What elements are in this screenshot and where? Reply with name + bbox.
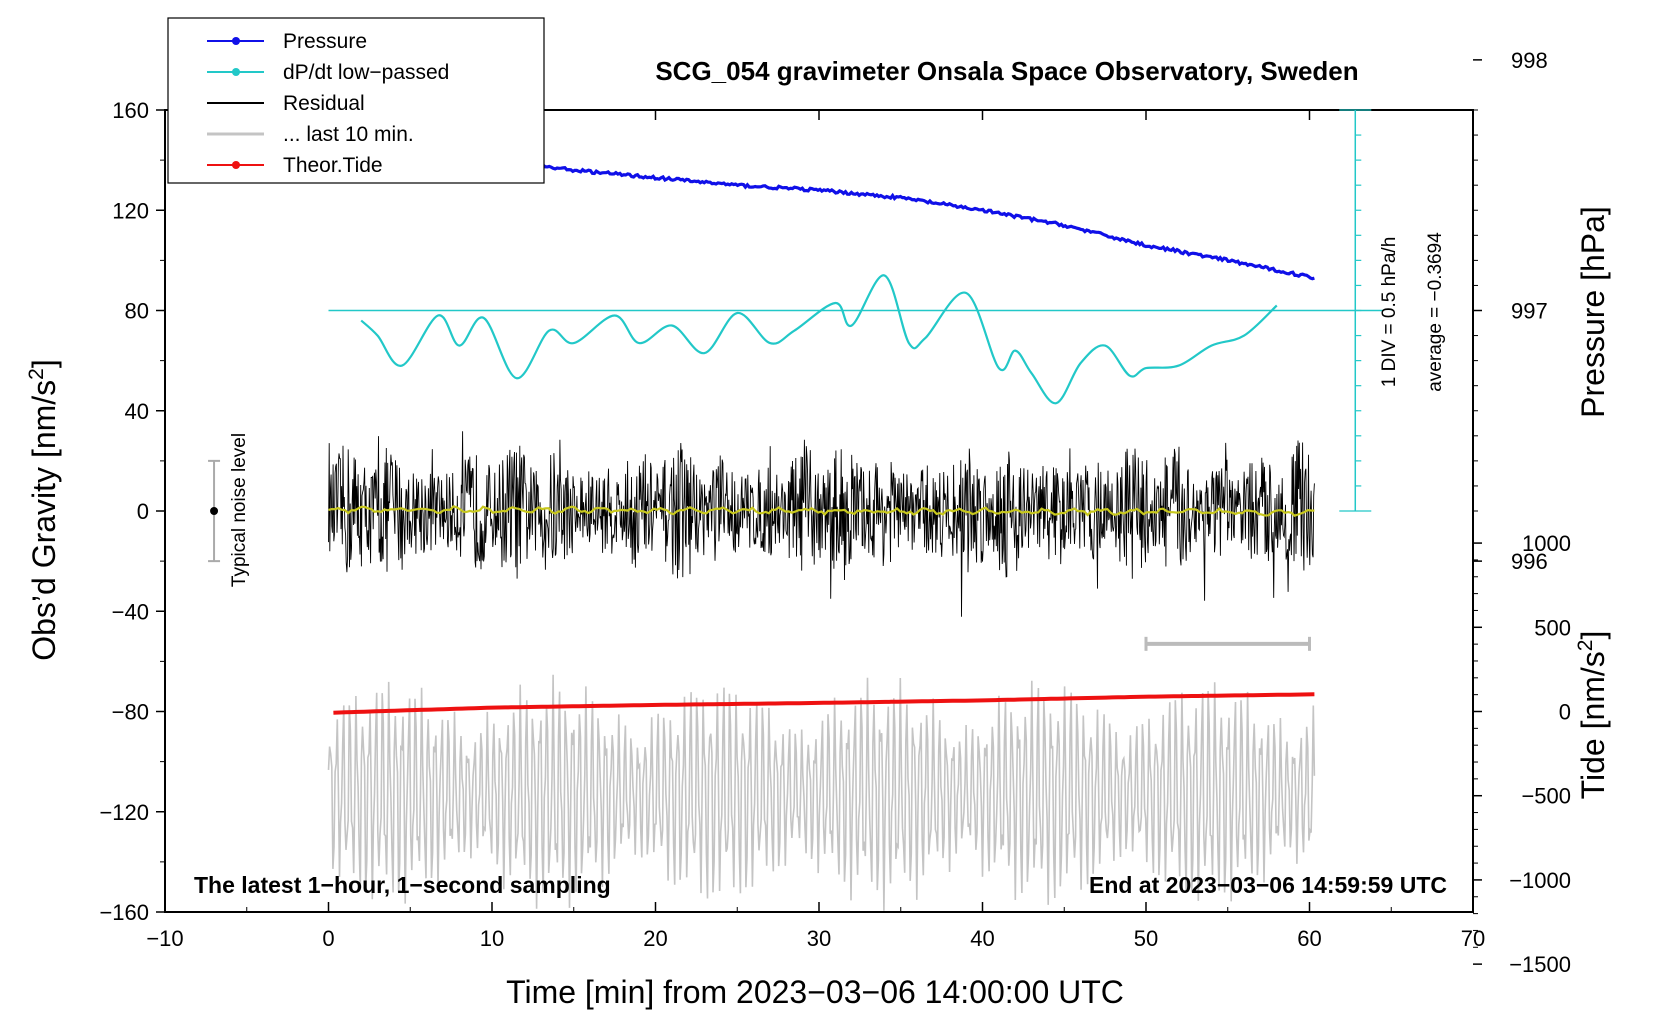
legend-label: Pressure <box>283 30 367 53</box>
chart-title: SCG_054 gravimeter Onsala Space Observat… <box>655 56 1358 86</box>
noise-level-label: Typical noise level <box>229 433 250 587</box>
y-tick-label: 160 <box>112 98 149 123</box>
pressure-tick-label: 997 <box>1511 299 1548 324</box>
tide-tick-label: −500 <box>1521 784 1571 809</box>
y-tick-label: −160 <box>99 900 149 925</box>
annotation-sampling: The latest 1−hour, 1−second sampling <box>194 872 611 898</box>
pressure-tick-label: 996 <box>1511 549 1548 574</box>
dpdt-div-label: 1 DIV = 0.5 hPa/h <box>1379 237 1400 388</box>
legend-box <box>167 17 545 184</box>
legend-label: Residual <box>283 92 365 115</box>
tide-tick-label: 1000 <box>1522 531 1571 556</box>
y-tick-label: −120 <box>99 800 149 825</box>
axes-layer: −10 0 10 20 30 40 50 60 7016012080400−40−80−120−… <box>99 48 1571 977</box>
tide-tick-label: 500 <box>1534 615 1571 640</box>
y-tick-label: −40 <box>112 599 149 624</box>
y-tick-label: −80 <box>112 700 149 725</box>
legend-swatch-marker <box>232 37 240 45</box>
x-tick-label: 60 <box>1297 926 1321 951</box>
x-tick-label: 10 <box>480 926 504 951</box>
legend-swatch-marker <box>232 161 240 169</box>
legend-label: ... last 10 min. <box>283 123 414 146</box>
y-tick-label: 40 <box>125 399 149 424</box>
annotation-end-time: End at 2023−03−06 14:59:59 UTC <box>1089 872 1447 898</box>
legend-swatch-marker <box>232 68 240 76</box>
pressure-tick-label: 998 <box>1511 48 1548 73</box>
legend-label: dP/dt low−passed <box>283 61 449 84</box>
x-axis-label: Time [min] from 2023−03−06 14:00:00 UTC <box>506 974 1124 1010</box>
y-tick-label: 80 <box>125 299 149 324</box>
last-10-min-series <box>327 674 1316 911</box>
series-layer <box>208 109 1384 911</box>
noise-level-dot <box>210 507 219 515</box>
y-axis-label-left: Obs’d Gravity [nm/s2] <box>25 359 62 661</box>
x-tick-label: 30 <box>807 926 831 951</box>
dpdt-average-label: average = −0.3694 <box>1425 232 1446 392</box>
dpdt-series <box>360 274 1278 405</box>
y-axis-label-pressure: Pressure [hPa] <box>1575 206 1611 418</box>
residual-series <box>328 431 1315 617</box>
tide-tick-label: −1500 <box>1509 952 1571 977</box>
tide-tick-label: 0 <box>1559 700 1571 725</box>
theoretical-tide-series <box>333 692 1315 715</box>
legend: Pressure dP/dt low−passed Residual ... last… <box>167 17 545 184</box>
legend-label: Theor.Tide <box>283 154 383 177</box>
tide-tick-label: −1000 <box>1509 868 1571 893</box>
y-tick-label: 120 <box>112 198 149 223</box>
residual-smoothed-series <box>328 505 1315 517</box>
x-tick-label: 40 <box>970 926 994 951</box>
x-tick-label: −10 <box>146 926 183 951</box>
x-tick-label: 50 <box>1134 926 1158 951</box>
x-tick-label: 0 <box>322 926 334 951</box>
x-tick-label: 20 <box>643 926 667 951</box>
y-tick-label: 0 <box>137 499 149 524</box>
y-axis-label-tide: Tide [nm/s2] <box>1574 631 1611 800</box>
